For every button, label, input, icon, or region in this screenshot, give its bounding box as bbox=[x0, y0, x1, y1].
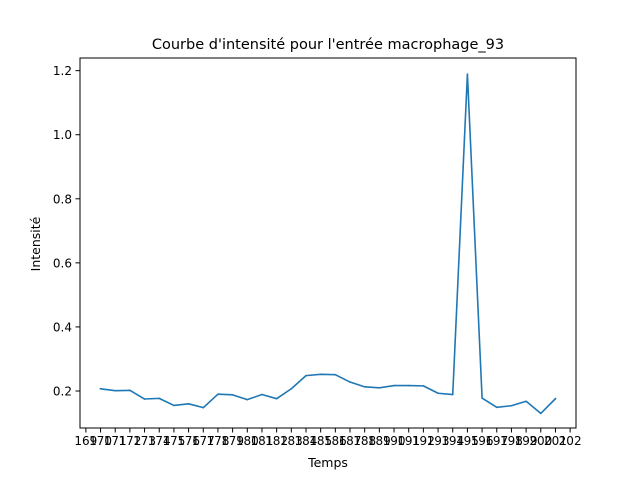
data-point bbox=[290, 387, 293, 390]
y-tick-label: 1.2 bbox=[53, 64, 72, 78]
data-point bbox=[114, 389, 117, 392]
x-tick-label: 201 bbox=[544, 434, 567, 448]
data-point bbox=[349, 381, 351, 383]
axis-ticks: 1691701711721731741751761771781791801811… bbox=[53, 64, 582, 448]
data-point bbox=[525, 400, 527, 403]
data-point bbox=[554, 397, 557, 400]
data-point bbox=[437, 392, 439, 395]
x-tick-label: 174 bbox=[148, 434, 171, 448]
x-tick-label: 192 bbox=[412, 434, 435, 448]
chart-title: Courbe d'intensité pour l'entrée macroph… bbox=[152, 37, 504, 53]
data-point bbox=[466, 73, 469, 75]
data-point bbox=[261, 393, 263, 396]
x-tick-label: 183 bbox=[280, 434, 303, 448]
x-tick-label: 190 bbox=[383, 434, 406, 448]
x-tick-label: 187 bbox=[339, 434, 362, 448]
x-tick-label: 193 bbox=[427, 434, 450, 448]
data-point bbox=[202, 406, 205, 409]
data-point bbox=[422, 385, 425, 387]
data-point bbox=[334, 373, 337, 376]
x-tick-label: 180 bbox=[236, 434, 259, 448]
x-tick-label: 195 bbox=[456, 434, 479, 448]
series-line bbox=[99, 73, 557, 415]
data-point bbox=[173, 404, 175, 407]
data-point bbox=[187, 403, 190, 405]
x-tick-label: 179 bbox=[221, 434, 244, 448]
x-tick-label: 173 bbox=[133, 434, 156, 448]
x-tick-label: 196 bbox=[471, 434, 494, 448]
x-tick-label: 170 bbox=[89, 434, 112, 448]
data-point bbox=[481, 397, 483, 399]
x-tick-label: 177 bbox=[192, 434, 215, 448]
x-tick-label: 200 bbox=[529, 434, 552, 448]
data-point bbox=[407, 384, 410, 387]
x-tick-label: 169 bbox=[74, 434, 97, 448]
data-point bbox=[319, 373, 322, 376]
x-tick-label: 182 bbox=[265, 434, 288, 448]
y-tick-label: 1.0 bbox=[53, 128, 72, 142]
data-point bbox=[495, 406, 498, 409]
y-tick-label: 0.2 bbox=[53, 385, 72, 399]
x-tick-label: 178 bbox=[206, 434, 229, 448]
data-point bbox=[246, 398, 249, 401]
data-point bbox=[231, 394, 234, 396]
data-point bbox=[275, 397, 278, 400]
x-tick-label: 198 bbox=[500, 434, 523, 448]
y-tick-label: 0.8 bbox=[53, 192, 72, 206]
x-tick-label: 171 bbox=[104, 434, 127, 448]
x-tick-label: 185 bbox=[309, 434, 332, 448]
x-tick-label: 181 bbox=[251, 434, 274, 448]
data-point bbox=[305, 374, 307, 377]
y-tick-label: 0.6 bbox=[53, 256, 72, 270]
x-tick-label: 172 bbox=[118, 434, 141, 448]
data-point bbox=[393, 384, 395, 387]
x-tick-label: 186 bbox=[324, 434, 347, 448]
x-tick-label: 202 bbox=[559, 434, 582, 448]
x-tick-label: 197 bbox=[485, 434, 508, 448]
data-point bbox=[510, 404, 513, 407]
data-point bbox=[451, 393, 454, 396]
x-tick-label: 188 bbox=[353, 434, 376, 448]
x-tick-label: 191 bbox=[397, 434, 420, 448]
data-point bbox=[378, 386, 381, 389]
data-point bbox=[129, 389, 131, 392]
y-tick-label: 0.4 bbox=[53, 320, 72, 334]
x-tick-label: 194 bbox=[441, 434, 464, 448]
plot-frame bbox=[79, 57, 577, 429]
x-tick-label: 176 bbox=[177, 434, 200, 448]
x-tick-label: 189 bbox=[368, 434, 391, 448]
x-tick-label: 175 bbox=[162, 434, 185, 448]
data-point bbox=[143, 398, 146, 400]
x-tick-label: 199 bbox=[515, 434, 538, 448]
data-point bbox=[99, 387, 102, 390]
y-axis-label: Intensité bbox=[28, 216, 43, 271]
x-tick-label: 184 bbox=[295, 434, 318, 448]
series-layer bbox=[99, 73, 557, 415]
x-axis-label: Temps bbox=[307, 455, 348, 470]
data-point bbox=[217, 393, 219, 396]
data-point bbox=[539, 412, 542, 415]
data-point bbox=[363, 386, 366, 388]
data-point bbox=[158, 397, 161, 400]
